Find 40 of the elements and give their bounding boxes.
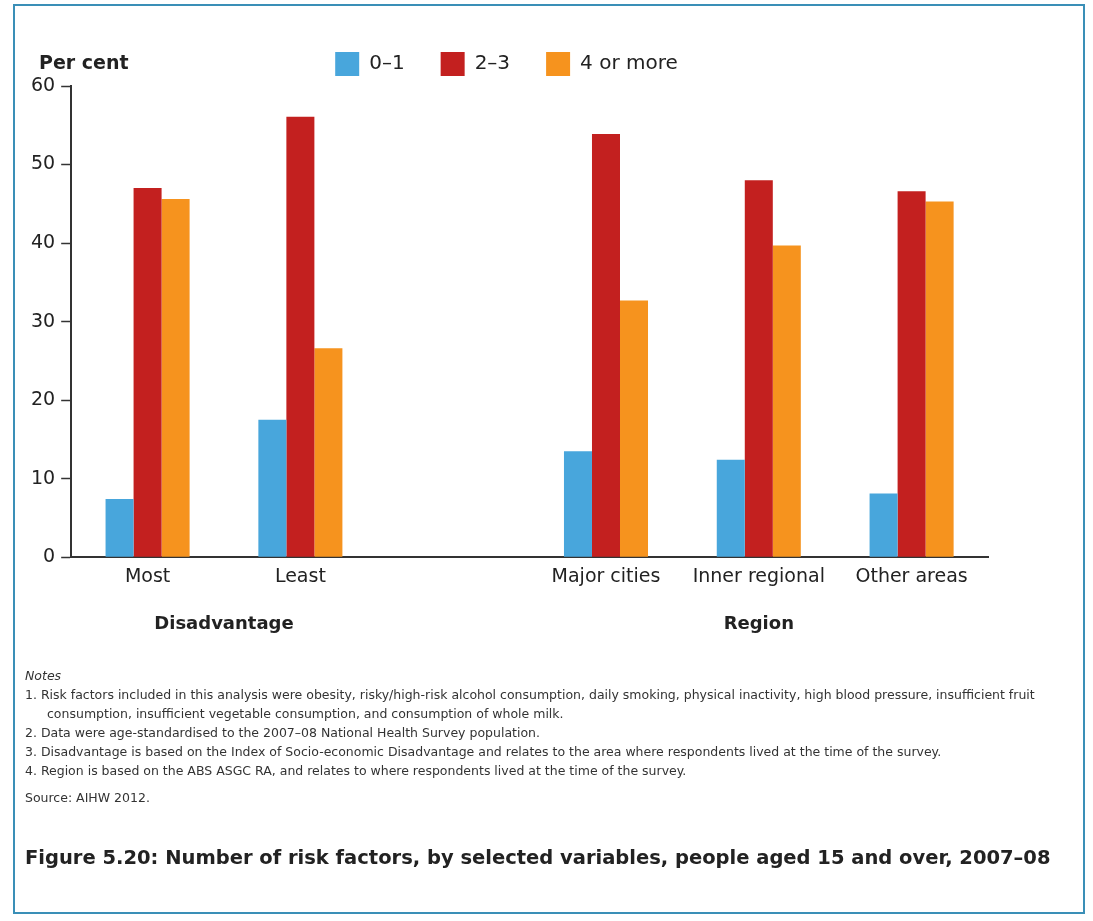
bar (869, 493, 898, 557)
bar (744, 180, 773, 557)
y-tick-label: 60 (30, 72, 56, 95)
y-tick-label: 40 (30, 230, 56, 252)
legend-label: 2–3 (474, 50, 511, 75)
x-tick-label: Most (124, 563, 171, 586)
y-tick-label: 50 (30, 151, 56, 174)
text: 3. Disadvantage is based on the Index of Socio-economic Disadvantage and relates to the area where respondents lived at the time of the survey. (25, 743, 943, 761)
text: 1. Risk factors included in this analysis were obesity, risky/high-risk alcohol consumption, daily smoking, physical inactivity, high blood pressure, insufficient fruit consumption, insufficient vegetable consumption, and consumption of whole milk. (25, 686, 1036, 723)
bar (258, 419, 287, 557)
bar (286, 116, 315, 557)
bar (620, 300, 649, 557)
text: 4. Region is based on the ABS ASGC RA, and relates to where respondents lived at the time of the survey. (25, 762, 688, 780)
x-tick-label: Least (274, 563, 326, 586)
legend-label: 0–1 (369, 50, 405, 75)
bar (716, 459, 745, 557)
legend-label: 4 or more (580, 50, 678, 75)
text: Disadvantage (154, 611, 294, 633)
bar (314, 348, 343, 557)
text: Region (723, 611, 794, 633)
y-tick-label: 0 (43, 544, 56, 567)
text: Notes (25, 667, 63, 685)
y-tick-label: 10 (30, 465, 56, 488)
bar (772, 245, 801, 557)
y-tick-label: 20 (30, 387, 56, 410)
x-tick-label: Other areas (855, 563, 968, 586)
bar (161, 199, 190, 557)
bar (133, 188, 162, 557)
text: Figure 5.20: Number of risk factors, by selected variables, people aged 15 and over, 2007–08 (25, 846, 1052, 869)
y-tick-label: 30 (30, 308, 56, 331)
bar (105, 499, 134, 557)
y-axis-title: Per cent (39, 51, 129, 74)
x-tick-label: Major cities (551, 563, 661, 586)
bar (563, 451, 592, 557)
bar (897, 191, 926, 557)
source-note: Source: AIHW 2012. (25, 789, 151, 807)
x-tick-label: Inner regional (692, 563, 825, 586)
text: 2. Data were age-standardised to the 2007–08 National Health Survey population. (25, 724, 541, 742)
bar (591, 133, 620, 557)
bar (925, 201, 954, 557)
